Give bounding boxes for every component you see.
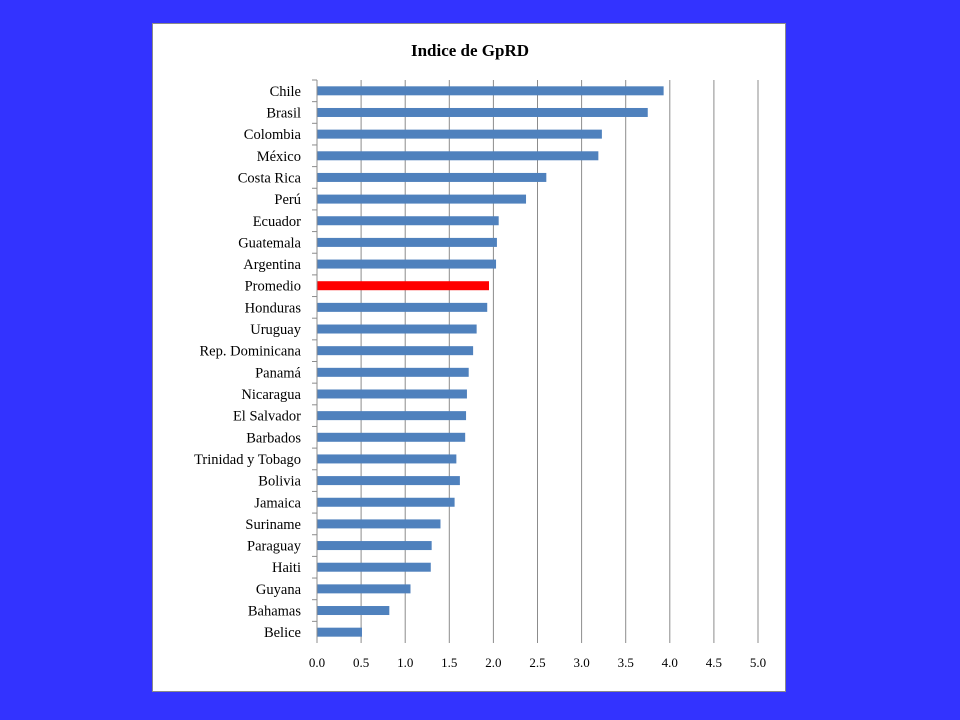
bar [317, 151, 599, 161]
category-label: Jamaica [254, 495, 301, 511]
bar [317, 476, 460, 486]
x-tick-label: 0.5 [353, 655, 369, 670]
category-label: Haiti [272, 560, 301, 576]
bar [317, 107, 648, 117]
category-label: Promedio [245, 279, 301, 295]
bar [317, 454, 457, 464]
bar [317, 606, 390, 616]
category-label: Panamá [255, 365, 301, 381]
category-label: Ecuador [253, 214, 301, 230]
x-tick-label: 5.0 [750, 655, 766, 670]
category-label: Paraguay [247, 539, 302, 555]
category-label: El Salvador [233, 409, 301, 425]
category-label: Colombia [244, 127, 302, 143]
bar [317, 86, 664, 96]
category-label: Belice [264, 625, 301, 641]
x-tick-label: 4.5 [706, 655, 722, 670]
bar [317, 432, 466, 442]
category-label: Perú [274, 192, 301, 208]
category-label: Guatemala [238, 235, 301, 251]
bar [317, 389, 467, 399]
x-tick-label: 0.0 [309, 655, 325, 670]
category-label: Barbados [246, 430, 301, 446]
category-label: Honduras [245, 300, 302, 316]
x-tick-label: 3.0 [573, 655, 589, 670]
category-label: Chile [270, 84, 301, 100]
category-labels: Chile Brasil Colombia México Costa Rica Perú E… [194, 84, 302, 641]
bar-chart: Indice de GpRD Chile Brasil Colombia México… [194, 41, 766, 670]
bar-series [317, 86, 664, 637]
bar [317, 411, 467, 421]
category-label: México [257, 149, 301, 165]
bar [317, 541, 432, 551]
category-label: Guyana [256, 582, 302, 598]
category-label: Nicaragua [241, 387, 301, 403]
bar [317, 172, 547, 182]
category-label: Suriname [245, 517, 301, 533]
x-tick-label: 4.0 [662, 655, 678, 670]
bar [317, 216, 499, 226]
bar [317, 324, 477, 334]
bar [317, 302, 488, 312]
bar [317, 519, 441, 529]
chart-title: Indice de GpRD [411, 41, 529, 60]
bar [317, 259, 497, 269]
x-tick-label: 2.5 [529, 655, 545, 670]
x-axis-tick-labels: 0.0 0.5 1.0 1.5 2.0 2.5 3.0 3.5 4.0 4.5 5.0 [309, 655, 766, 670]
bar [317, 562, 431, 572]
bar [317, 584, 411, 594]
category-label: Uruguay [250, 322, 301, 338]
category-label: Bolivia [258, 474, 301, 490]
bar-average [317, 281, 489, 291]
x-tick-label: 2.0 [485, 655, 501, 670]
category-label: Bahamas [248, 604, 302, 620]
bar [317, 497, 455, 507]
bar [317, 237, 497, 247]
category-label: Argentina [243, 257, 301, 273]
bar [317, 367, 469, 377]
bar [317, 346, 474, 356]
bar [317, 194, 527, 204]
x-tick-label: 3.5 [618, 655, 634, 670]
category-label: Costa Rica [238, 170, 302, 186]
bar [317, 627, 362, 637]
chart-panel: Indice de GpRD Chile Brasil Colombia México… [152, 23, 786, 692]
grid-lines [312, 79, 759, 643]
x-tick-label: 1.5 [441, 655, 457, 670]
category-label: Rep. Dominicana [200, 344, 302, 360]
x-tick-label: 1.0 [397, 655, 413, 670]
category-label: Brasil [266, 105, 301, 121]
category-label: Trinidad y Tobago [194, 452, 301, 468]
bar [317, 129, 602, 139]
